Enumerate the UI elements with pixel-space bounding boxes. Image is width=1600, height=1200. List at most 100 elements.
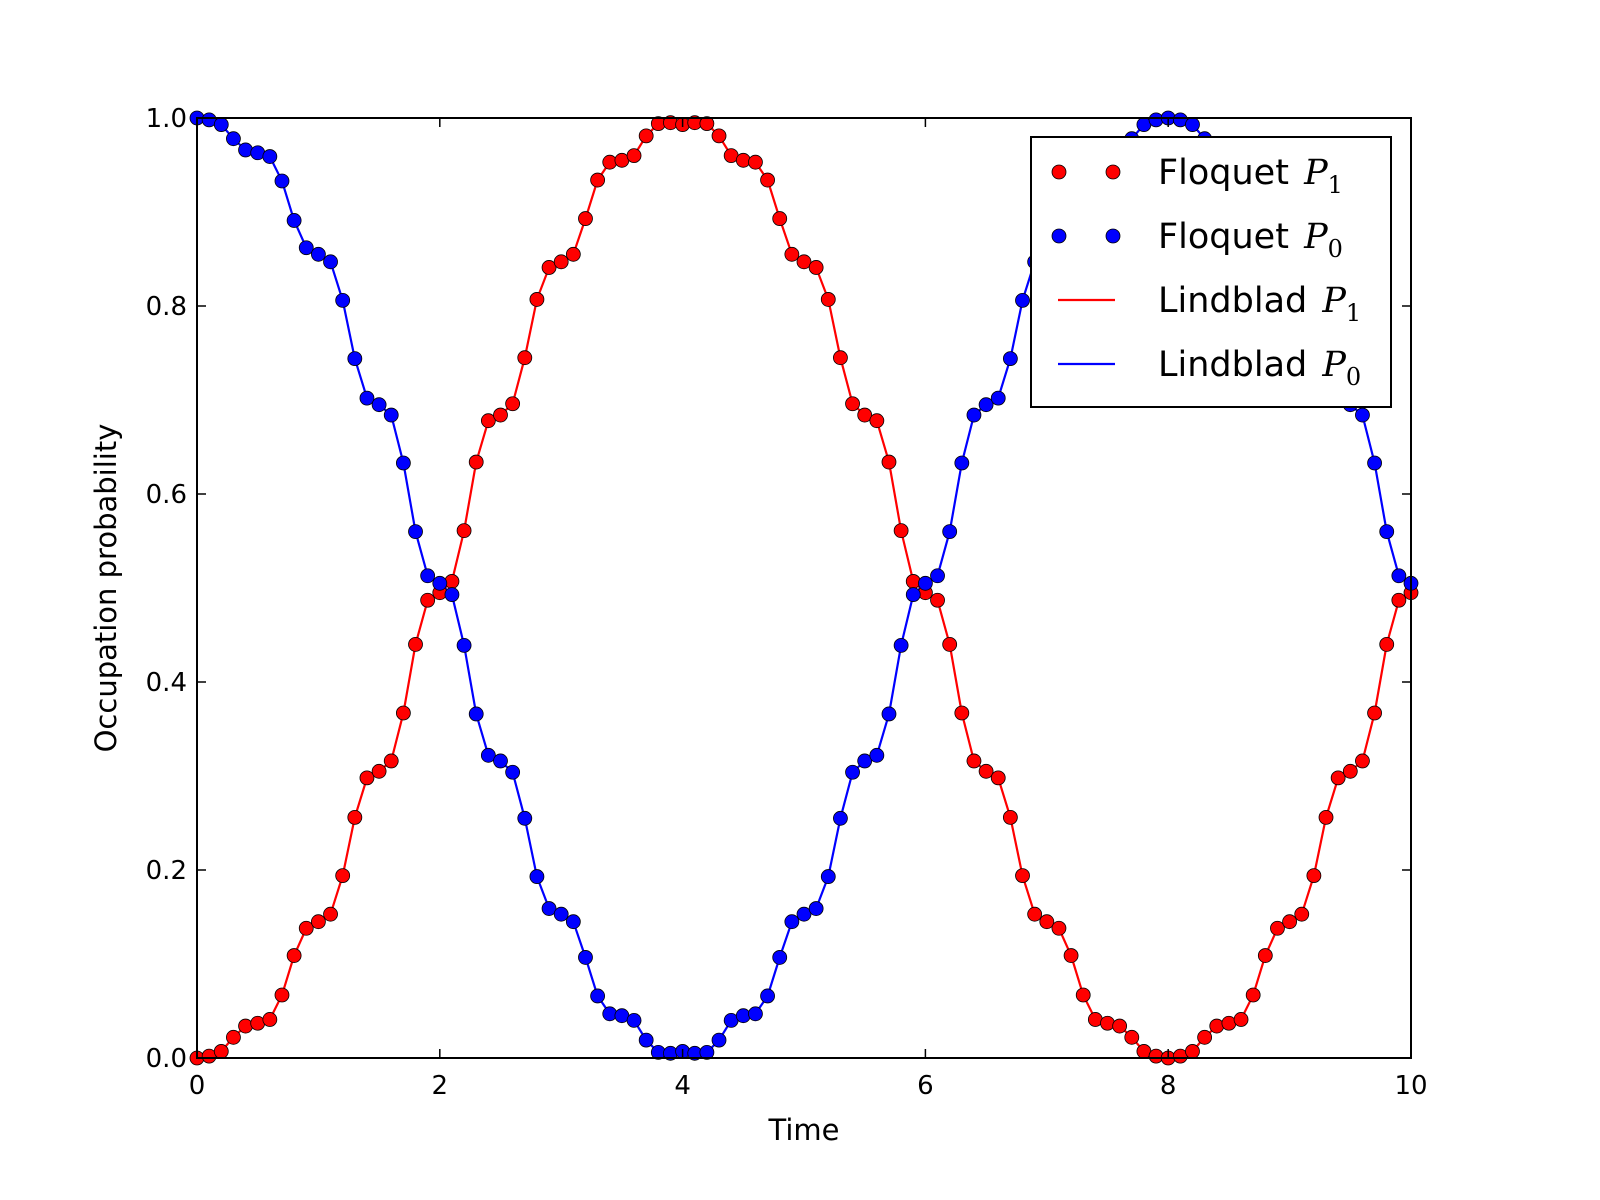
data-point-p0 [930, 568, 945, 584]
data-point-p1 [1306, 868, 1322, 884]
data-point-p0 [808, 901, 824, 916]
legend-label-math: P [1321, 281, 1347, 321]
data-point-p0 [857, 753, 873, 769]
data-point-p0 [796, 906, 812, 922]
data-point-p1 [626, 148, 642, 164]
data-point-p0 [420, 568, 436, 584]
data-point-p1 [565, 246, 581, 262]
data-point-p1 [213, 1044, 229, 1059]
data-point-p0 [371, 397, 387, 413]
data-point-p0 [978, 397, 994, 413]
data-point-p1 [699, 116, 715, 132]
data-point-p0 [493, 753, 508, 769]
data-point-p1 [1318, 809, 1334, 825]
legend-item: Floquet P1 [1051, 153, 1343, 199]
data-point-p1 [1270, 920, 1285, 936]
data-point-p1 [226, 1029, 241, 1045]
legend-box [1030, 136, 1392, 408]
legend-item: Floquet P0 [1051, 217, 1343, 263]
data-point-p1 [1002, 809, 1018, 825]
data-point-p1 [1245, 987, 1261, 1003]
plot-markers [189, 110, 1419, 1066]
data-point-p1 [1330, 770, 1346, 786]
data-point-p1 [711, 128, 727, 144]
legend-label-math: P [1303, 217, 1329, 257]
data-point-p1 [1185, 1044, 1200, 1059]
data-point-p1 [323, 906, 338, 922]
data-point-p0 [711, 1032, 727, 1048]
data-point-p0 [213, 117, 229, 132]
data-point-p1 [262, 1012, 278, 1027]
data-point-p0 [468, 706, 484, 722]
data-point-p1 [1075, 987, 1091, 1003]
y-tick-label: 0.0 [146, 1044, 187, 1074]
legend-item: Lindblad P1 [1058, 281, 1361, 327]
data-point-p1 [1027, 906, 1043, 922]
y-axis-label: Occupation probability [89, 424, 123, 753]
data-point-p1 [468, 454, 484, 470]
legend-label-text: Floquet [1158, 153, 1300, 193]
data-point-p1 [578, 211, 593, 226]
data-point-p0 [881, 706, 897, 722]
data-point-p1 [905, 574, 921, 589]
data-point-p0 [760, 988, 775, 1004]
data-point-p1 [590, 172, 606, 188]
legend-marker [1105, 228, 1121, 244]
data-point-p1 [966, 753, 982, 769]
data-point-p0 [444, 587, 460, 602]
data-point-p0 [456, 637, 472, 653]
data-point-p1 [286, 948, 302, 963]
data-point-p1 [784, 246, 800, 262]
x-axis-label: Time [768, 1113, 840, 1147]
legend-label-math: P [1303, 153, 1329, 193]
data-point-p1 [517, 350, 533, 366]
x-tick-label: 0 [189, 1071, 206, 1101]
data-point-p0 [517, 810, 533, 826]
data-point-p1 [748, 154, 763, 170]
data-point-p0 [942, 524, 958, 539]
data-point-p0 [298, 240, 314, 256]
data-point-p1 [1112, 1018, 1128, 1034]
data-point-p0 [845, 764, 860, 780]
data-point-p1 [1355, 753, 1370, 769]
data-point-p0 [395, 455, 411, 471]
data-point-p0 [1148, 112, 1164, 128]
data-point-p0 [893, 637, 909, 653]
data-point-p1 [1015, 868, 1030, 884]
data-point-p0 [735, 1008, 751, 1024]
legend-label-subscript: 0 [1328, 235, 1343, 263]
data-point-p1 [1257, 948, 1273, 963]
y-tick-label: 0.8 [146, 292, 187, 322]
data-point-p1 [1100, 1015, 1115, 1031]
legend-label-text: Lindblad [1158, 281, 1318, 321]
data-point-p1 [1342, 763, 1358, 779]
x-tick-label: 2 [432, 1071, 449, 1101]
data-point-p0 [869, 747, 885, 763]
data-point-p1 [760, 172, 775, 188]
data-point-p1 [893, 523, 909, 539]
y-tick-label: 1.0 [146, 104, 187, 134]
data-point-p1 [1124, 1029, 1140, 1045]
data-point-p0 [310, 246, 326, 262]
data-point-p1 [942, 637, 958, 652]
legend-label-text: Floquet [1158, 217, 1300, 257]
data-point-p1 [1051, 920, 1067, 936]
data-point-p0 [565, 914, 581, 930]
data-point-p1 [1148, 1048, 1164, 1064]
data-point-p0 [833, 810, 848, 826]
data-point-p0 [505, 764, 521, 780]
data-point-p1 [833, 350, 848, 366]
data-point-p0 [966, 407, 982, 423]
x-tick-label: 10 [1394, 1071, 1427, 1101]
legend-marker [1051, 164, 1067, 180]
data-point-p0 [1391, 568, 1407, 584]
data-point-p1 [529, 292, 545, 307]
data-point-p1 [238, 1018, 253, 1034]
data-point-p0 [748, 1006, 763, 1022]
legend-label: Floquet P1 [1158, 153, 1343, 199]
ticks: 0 2 4 6 8 100.00.20.40.60.81.0 [146, 104, 1428, 1101]
data-point-p1 [1233, 1012, 1249, 1027]
legend-label-subscript: 1 [1328, 171, 1343, 199]
data-point-p1 [1209, 1018, 1225, 1034]
data-point-p0 [383, 407, 399, 423]
